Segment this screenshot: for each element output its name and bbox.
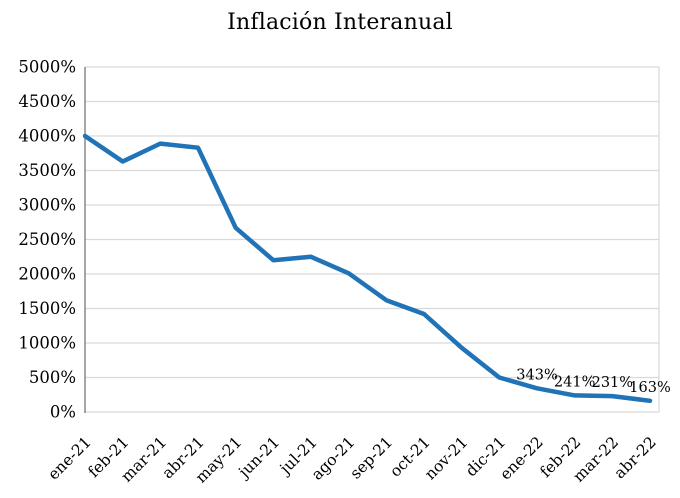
x-tick-label: ene-21 — [44, 433, 94, 483]
y-tick-label: 2000% — [18, 265, 76, 284]
y-tick-label: 5000% — [18, 58, 76, 77]
y-tick-label: 500% — [29, 368, 76, 387]
y-tick-label: 4000% — [18, 127, 76, 146]
x-tick-label: jun-21 — [234, 433, 283, 482]
y-tick-label: 1500% — [18, 299, 76, 318]
data-label: 241% — [554, 374, 595, 390]
x-tick-label: nov-21 — [421, 433, 471, 483]
data-label: 163% — [629, 380, 670, 396]
data-label: 343% — [516, 367, 557, 383]
data-label: 231% — [592, 375, 633, 391]
y-tick-label: 2500% — [18, 230, 76, 249]
y-tick-label: 4500% — [18, 92, 76, 111]
y-tick-label: 3500% — [18, 161, 76, 180]
y-tick-label: 1000% — [18, 334, 76, 353]
y-tick-label: 0% — [50, 403, 76, 422]
chart-title: Inflación Interanual — [227, 10, 453, 35]
y-tick-label: 3000% — [18, 196, 76, 215]
x-tick-label: sep-21 — [347, 433, 397, 483]
x-tick-label: abr-22 — [611, 433, 660, 482]
inflation-line-series — [82, 133, 653, 404]
